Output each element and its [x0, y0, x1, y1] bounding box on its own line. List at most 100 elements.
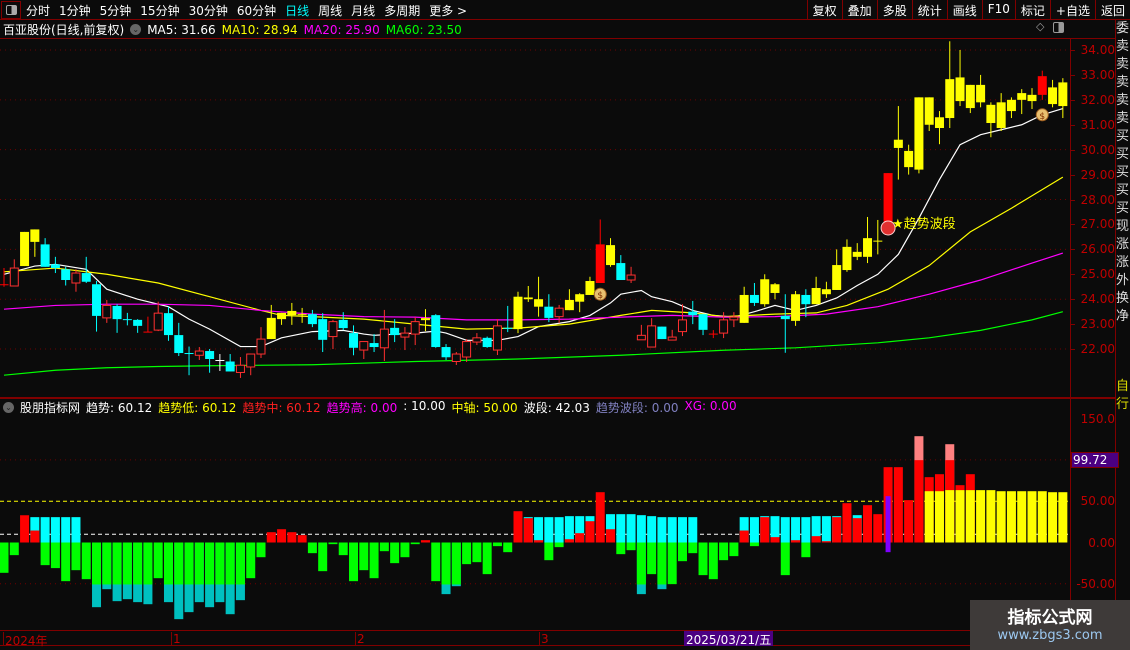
- toolbar-button-0[interactable]: 复权: [806, 0, 842, 20]
- tick-mark: [1071, 124, 1075, 126]
- candle-body: [760, 279, 770, 305]
- candle-body: [749, 294, 759, 303]
- tab-5[interactable]: 60分钟: [236, 4, 277, 18]
- candle-body: [1017, 93, 1027, 100]
- tab-2[interactable]: 5分钟: [99, 4, 132, 18]
- indicator-bar-negative: [81, 542, 91, 580]
- tab-7[interactable]: 周线: [318, 4, 343, 18]
- top-toolbar: 分时 1分钟 5分钟 15分钟 30分钟 60分钟 日线 周线 月线 多周期 更多 > 复权 叠加 多股…: [0, 0, 1130, 20]
- candle-body: [472, 337, 482, 343]
- tab-9[interactable]: 多周期: [384, 4, 421, 18]
- sidebar-item[interactable]: 买: [1116, 201, 1130, 216]
- candle-body: [821, 289, 831, 295]
- candle-body: [564, 299, 574, 311]
- candle-body: [780, 315, 790, 320]
- tab-8[interactable]: 月线: [351, 4, 376, 18]
- sidebar-item[interactable]: 涨: [1116, 255, 1130, 270]
- tick-mark: [1071, 299, 1075, 301]
- indicator-tick-label: 50.00: [1080, 494, 1115, 509]
- toolbar-button-2[interactable]: 多股: [876, 0, 912, 20]
- chevron-down-icon[interactable]: ⌄: [3, 402, 14, 413]
- indicator-bar-negative: [554, 542, 564, 548]
- candle-body: [647, 325, 657, 348]
- sidebar-item[interactable]: 净: [1116, 309, 1130, 324]
- sidebar-item[interactable]: 行: [1116, 397, 1130, 412]
- toolbar-button-5[interactable]: F10: [981, 0, 1015, 20]
- candle-body: [246, 353, 256, 368]
- tab-4[interactable]: 30分钟: [188, 4, 228, 18]
- panel-toggle-icon[interactable]: [1, 1, 21, 19]
- toolbar-button-3[interactable]: 统计: [911, 0, 947, 20]
- candle-body: [400, 332, 410, 338]
- sidebar-item[interactable]: 委: [1116, 21, 1130, 36]
- candle-body: [883, 173, 893, 222]
- ma-line-ma20: [3, 252, 1064, 321]
- right-sidebar[interactable]: 委卖卖卖卖卖买买买买买现涨涨外换净自行: [1116, 20, 1130, 630]
- candle-body: [544, 306, 554, 318]
- candle-body: [256, 338, 266, 355]
- sidebar-item[interactable]: 卖: [1116, 93, 1130, 108]
- toolbar-button-6[interactable]: 标记: [1014, 0, 1050, 20]
- price-tick-label: 22.00: [1080, 342, 1115, 357]
- indicator-bar-negative: [749, 542, 759, 547]
- toolbar-button-1[interactable]: 叠加: [841, 0, 877, 20]
- price-tick-label: 31.00: [1080, 117, 1115, 132]
- sidebar-item[interactable]: 现: [1116, 219, 1130, 234]
- candle-body: [1058, 82, 1068, 107]
- ma-legend: MA5: 31.66 MA10: 28.94 MA20: 25.90 MA60: 23…: [147, 23, 462, 37]
- sidebar-item[interactable]: 买: [1116, 165, 1130, 180]
- tick-mark: [1071, 74, 1075, 76]
- sidebar-item[interactable]: 卖: [1116, 39, 1130, 54]
- candle-body: [20, 231, 30, 267]
- diamond-icon[interactable]: ◇: [1036, 20, 1045, 33]
- toolbar-button-8[interactable]: 返回: [1094, 0, 1130, 20]
- candle-body: [163, 313, 173, 336]
- candle-body: [688, 311, 698, 316]
- candle-body: [945, 79, 955, 119]
- indicator-bar-red: [873, 514, 883, 543]
- tab-10[interactable]: 更多 >: [429, 4, 468, 18]
- tab-3[interactable]: 15分钟: [140, 4, 180, 18]
- indicator-bar-negative: [379, 542, 389, 552]
- indicator-bar-red: [534, 540, 544, 543]
- candle-body: [61, 269, 71, 281]
- candle-body: [986, 104, 996, 124]
- candle-body: [934, 117, 944, 128]
- indicator-bar-negative: [708, 542, 718, 580]
- candle-body: [225, 361, 235, 372]
- indicator-bar-negative: [451, 542, 461, 585]
- tab-1[interactable]: 1分钟: [59, 4, 91, 18]
- chevron-down-icon[interactable]: ⌄: [130, 24, 142, 35]
- indicator-bar-yellow: [986, 490, 996, 543]
- tab-0[interactable]: 分时: [26, 4, 51, 18]
- indicator-bar-red: [832, 517, 842, 543]
- toolbar-button-4[interactable]: 画线: [946, 0, 982, 20]
- toolbar-button-7[interactable]: +自选: [1049, 0, 1095, 20]
- indicator-bar-red: [842, 503, 852, 543]
- sidebar-item[interactable]: 卖: [1116, 111, 1130, 126]
- candle-body: [924, 97, 934, 125]
- sidebar-item[interactable]: 卖: [1116, 75, 1130, 90]
- sidebar-item[interactable]: 买: [1116, 183, 1130, 198]
- sidebar-item[interactable]: 买: [1116, 147, 1130, 162]
- sidebar-item[interactable]: 换: [1116, 291, 1130, 306]
- sidebar-item[interactable]: 买: [1116, 129, 1130, 144]
- candle-body: [893, 139, 903, 148]
- sidebar-item[interactable]: 涨: [1116, 237, 1130, 252]
- sidebar-item[interactable]: 卖: [1116, 57, 1130, 72]
- toolbar-buttons: 复权 叠加 多股 统计 画线 F10 标记 +自选 返回: [806, 0, 1130, 20]
- sidebar-item[interactable]: 外: [1116, 273, 1130, 288]
- indicator-bar-negative: [482, 542, 492, 575]
- indicator-bar-negative: [235, 542, 245, 585]
- tick-mark: [1071, 199, 1075, 201]
- price-tick-label: 23.00: [1080, 317, 1115, 332]
- candle-body: [482, 337, 492, 348]
- kline-chart[interactable]: $$: [0, 0, 1070, 630]
- axis-label-month: 2: [355, 632, 365, 646]
- tab-6[interactable]: 日线: [285, 4, 310, 18]
- sidebar-item[interactable]: 自: [1116, 379, 1130, 394]
- candle-body: [739, 294, 749, 323]
- candle-body: [112, 305, 122, 320]
- panel-toggle-icon[interactable]: [1053, 22, 1064, 33]
- indicator-bar-negative: [133, 542, 143, 585]
